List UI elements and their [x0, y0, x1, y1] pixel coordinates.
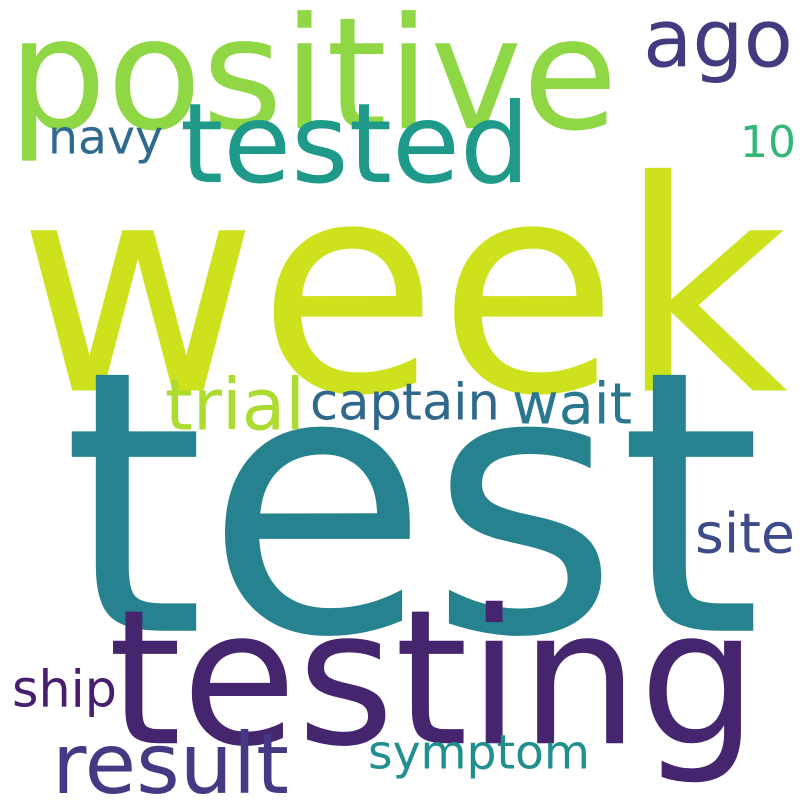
word-navy: navy	[48, 110, 163, 166]
word-site: site	[695, 502, 795, 567]
word-wait: wait	[512, 371, 632, 438]
word-ago: ago	[643, 0, 793, 87]
word-test: test	[62, 292, 762, 717]
word-ship: ship	[12, 659, 117, 719]
word-week: week	[18, 119, 788, 461]
word-trial: trial	[165, 363, 305, 447]
word-result: result	[52, 715, 289, 800]
word-captain: captain	[310, 373, 500, 433]
word-10: 10	[740, 117, 796, 168]
word-positive: positive	[8, 0, 618, 166]
word-symptom: symptom	[368, 725, 590, 781]
word-tested: tested	[180, 80, 530, 209]
word-testing: testing	[108, 570, 758, 789]
